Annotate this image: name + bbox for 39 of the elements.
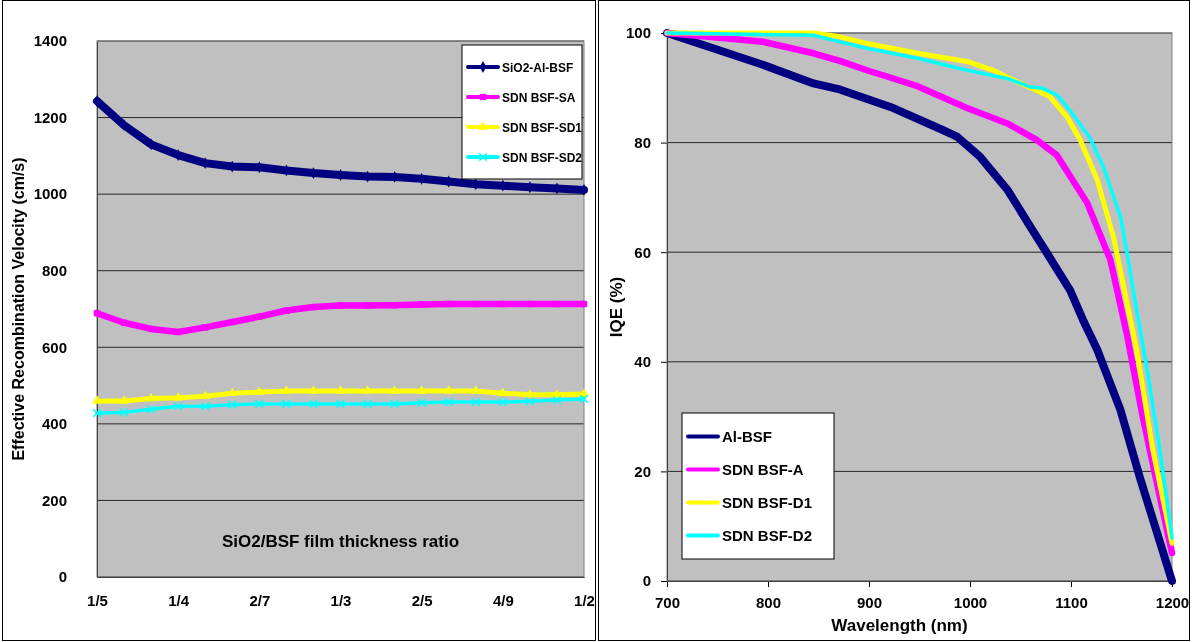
legend-label: SDN BSF-SD2	[502, 151, 583, 165]
y-tick-label: 20	[634, 462, 651, 480]
x-tick-label: 1/4	[168, 591, 190, 609]
legend-label: SDN BSF-A	[722, 460, 804, 478]
y-tick-label: 600	[41, 338, 67, 356]
y-tick-label: 0	[642, 572, 651, 590]
x-tick-label: 900	[856, 593, 883, 611]
legend-label: Al-BSF	[722, 427, 772, 445]
legend-label: SDN BSF-SD1	[502, 121, 583, 135]
y-tick-label: 1200	[33, 108, 67, 126]
y-tick-label: 400	[41, 415, 67, 433]
y-tick-label: 800	[41, 262, 67, 280]
x-tick-label: 1200	[1155, 593, 1190, 611]
y-axis-title: Effective Recombination Velocity (cm/s)	[10, 157, 27, 461]
x-tick-label: 1/3	[330, 591, 352, 609]
y-axis-title: IQE (%)	[607, 276, 626, 338]
y-tick-label: 100	[625, 24, 651, 42]
x-tick-label: 800	[755, 593, 782, 611]
legend-label: SDN BSF-D2	[722, 526, 813, 544]
x-tick-label: 1000	[953, 593, 988, 611]
x-axis-title: Wavelength (nm)	[831, 616, 968, 635]
x-tick-label: 2/5	[411, 591, 433, 609]
x-tick-label: 700	[654, 593, 681, 611]
x-tick-label: 4/9	[492, 591, 514, 609]
y-tick-label: 60	[634, 243, 651, 261]
x-axis-title: SiO2/BSF film thickness ratio	[221, 532, 460, 551]
x-tick-label: 2/7	[249, 591, 271, 609]
y-tick-label: 200	[41, 491, 67, 509]
y-tick-label: 0	[58, 568, 67, 586]
y-tick-label: 80	[634, 133, 651, 151]
y-tick-label: 40	[634, 353, 651, 371]
y-tick-label: 1000	[33, 185, 67, 203]
legend-label: SiO2-Al-BSF	[502, 61, 574, 75]
x-tick-label: 1/5	[87, 591, 108, 609]
legend-label: SDN BSF-SA	[502, 91, 576, 105]
x-tick-label: 1/2	[574, 591, 595, 609]
legend-label: SDN BSF-D1	[722, 493, 813, 511]
x-tick-label: 1100	[1055, 593, 1088, 611]
y-tick-label: 1400	[33, 32, 67, 50]
